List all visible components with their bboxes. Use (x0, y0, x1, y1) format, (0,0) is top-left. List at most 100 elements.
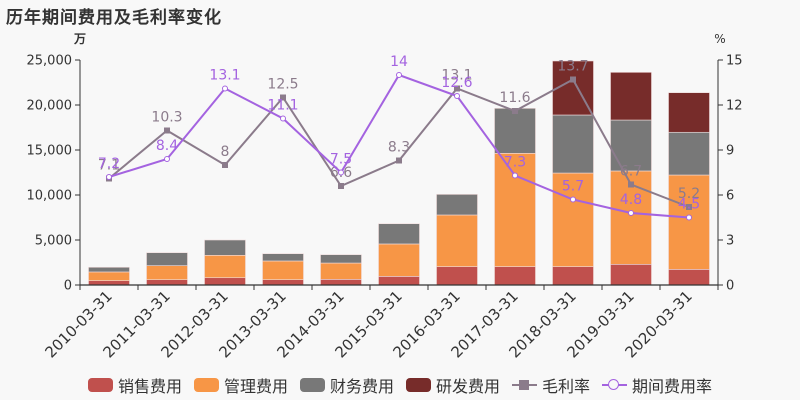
gross-margin-label: 13.7 (557, 59, 588, 75)
left-axis-unit: 万 (73, 32, 86, 46)
bar-segment (146, 279, 188, 286)
legend-item[interactable]: 期间费用率 (602, 373, 712, 397)
bar-segment (204, 239, 246, 256)
bar-segment (204, 255, 246, 279)
expense-rate-marker (338, 169, 344, 176)
right-axis-unit: % (714, 32, 725, 46)
legend-label: 研发费用 (436, 377, 501, 396)
bar-segment (668, 269, 710, 286)
expense-rate-marker (454, 93, 460, 99)
gross-margin-label: 10.3 (151, 110, 182, 126)
expense-rate-label: 14 (390, 54, 408, 70)
bar-segment (552, 172, 594, 267)
bar-segment (610, 72, 652, 121)
expense-rate-label: 4.8 (620, 192, 642, 208)
bar-segment (88, 271, 130, 281)
expense-rate-label: 7.3 (504, 155, 526, 171)
right-axis-tick-label: 9 (726, 144, 734, 159)
bar-segment (320, 279, 362, 286)
gross-margin-label: 12.5 (267, 77, 298, 93)
right-axis-tick-label: 15 (726, 54, 743, 69)
gross-margin-label: 11.6 (499, 90, 530, 106)
legend-swatch-icon (299, 378, 325, 392)
gross-margin-marker (454, 85, 460, 92)
legend-swatch-icon (193, 378, 219, 392)
bar-segment (552, 114, 594, 174)
expense-rate-marker (222, 85, 228, 92)
legend: 销售费用 管理费用 财务费用 研发费用 毛利率 期间费用率 (0, 372, 800, 398)
gross-margin-label: 6.7 (620, 164, 642, 180)
left-axis-tick-label: 0 (64, 279, 72, 294)
bar-segment (436, 194, 478, 216)
expense-rate-marker (106, 174, 112, 180)
expense-rate-label: 12.6 (441, 75, 472, 91)
bar-segment (88, 280, 130, 286)
expense-rate-marker (280, 115, 286, 122)
bar-segment (494, 108, 536, 154)
bar-segment (320, 262, 362, 280)
expense-rate-marker (164, 156, 170, 162)
expense-rate-label: 13.1 (209, 68, 240, 84)
legend-label: 毛利率 (542, 377, 591, 396)
right-axis-tick-label: 0 (726, 279, 734, 294)
right-axis-tick-label: 3 (726, 234, 734, 249)
gross-margin-marker (164, 127, 170, 134)
bar-segment (668, 92, 710, 133)
expense-rate-marker (570, 196, 576, 203)
gross-margin-marker (570, 76, 576, 83)
left-axis-tick-label: 10,000 (27, 189, 73, 204)
expense-rate-marker (396, 72, 402, 78)
left-axis-tick-label: 25,000 (27, 54, 73, 69)
expense-rate-label: 8.4 (156, 138, 178, 154)
legend-label: 管理费用 (223, 377, 288, 396)
legend-item[interactable]: 销售费用 (87, 373, 182, 397)
bar-segment (262, 260, 304, 280)
bar-segment (146, 252, 188, 266)
legend-label: 期间费用率 (632, 377, 713, 396)
chart-canvas: 万 % 0 5,000 10,000 15,000 20,000 25,000 0 3 6 9 12 15… (27, 32, 743, 361)
gross-margin-marker (686, 204, 692, 210)
gross-margin-label: 7.1 (98, 158, 120, 174)
bar-segment (436, 266, 478, 286)
legend-item[interactable]: 毛利率 (512, 373, 590, 397)
bar-segment (610, 263, 652, 286)
bar-segment (88, 266, 130, 273)
expense-rate-marker (628, 210, 634, 216)
left-axis-tick-label: 15,000 (27, 144, 73, 159)
gross-margin-label: 8.3 (388, 140, 410, 156)
expense-rate-label: 7.5 (330, 152, 352, 168)
gross-margin-marker (280, 94, 286, 101)
gross-margin-marker (512, 108, 518, 114)
bar-segment (146, 265, 188, 280)
bar-segment (668, 174, 710, 270)
right-axis-tick-label: 12 (726, 99, 743, 114)
legend-line-circle-icon (602, 378, 628, 392)
legend-item[interactable]: 财务费用 (299, 373, 394, 397)
expense-rate-label: 5.7 (562, 179, 584, 195)
gross-margin-marker (338, 183, 344, 189)
expense-rate-marker (686, 214, 692, 221)
bar-segment (204, 277, 246, 286)
gross-margin-marker (222, 162, 228, 168)
gross-margin-label: 5.2 (678, 186, 700, 202)
bar-segment (436, 214, 478, 267)
bar-segment (378, 243, 420, 277)
chart-title: 历年期间费用及毛利率变化 (6, 8, 222, 28)
gross-margin-label: 8 (221, 144, 230, 160)
legend-swatch-icon (87, 378, 113, 392)
gross-margin-label: 13.1 (441, 68, 472, 84)
expense-rate-label: 7.2 (98, 156, 120, 172)
bar-segment (378, 276, 420, 286)
legend-item[interactable]: 管理费用 (193, 373, 288, 397)
expense-rate-label: 4.5 (678, 197, 700, 213)
bar-segment (494, 266, 536, 286)
bar-segment (378, 223, 420, 245)
legend-item[interactable]: 研发费用 (406, 373, 500, 397)
legend-label: 销售费用 (117, 377, 182, 396)
expense-rate-marker (512, 172, 518, 179)
bar-segment (552, 266, 594, 286)
legend-swatch-icon (406, 378, 431, 392)
legend-label: 财务费用 (329, 377, 394, 396)
bar-segment (668, 131, 710, 176)
left-axis-tick-label: 20,000 (27, 99, 73, 114)
